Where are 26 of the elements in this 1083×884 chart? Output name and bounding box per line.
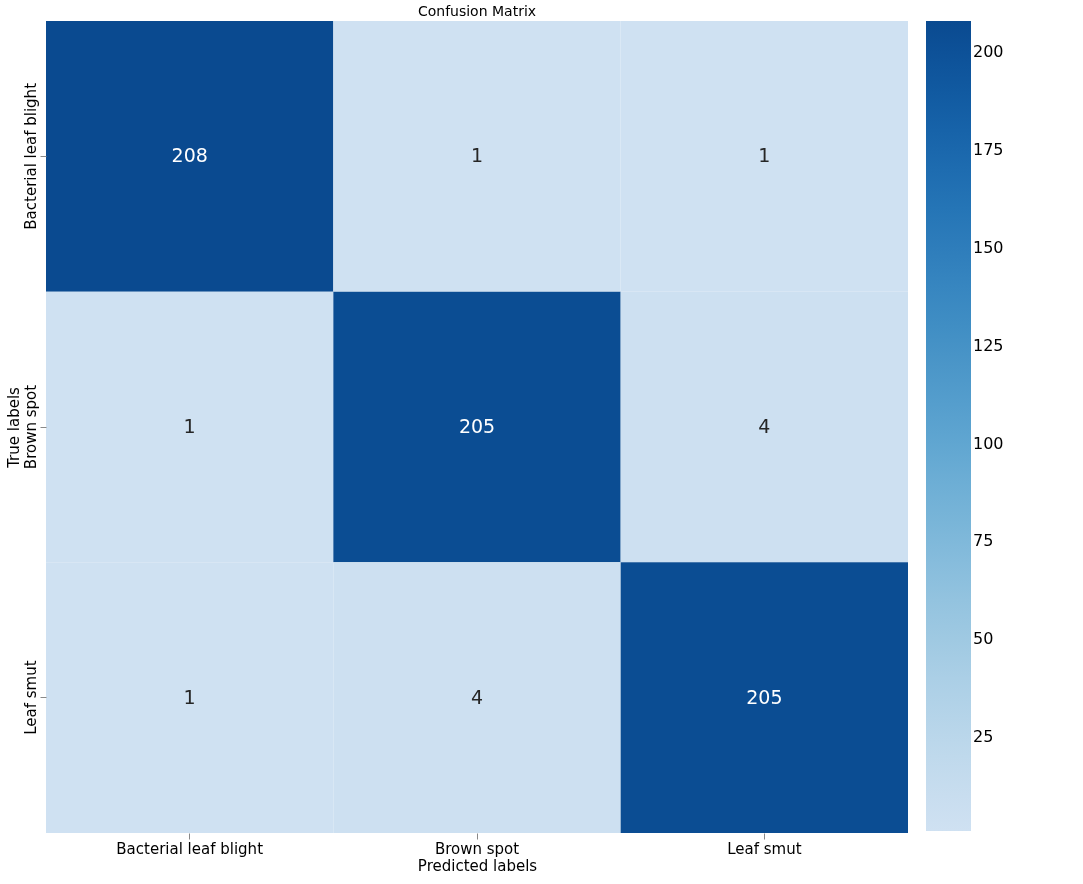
data-label: 205 [458, 415, 496, 437]
color-bar-label: 200 [973, 42, 1004, 62]
x-axis-title: Predicted labels [417, 856, 538, 875]
y-tick-label: Brown spot [21, 384, 40, 470]
data-label: 1 [183, 685, 196, 708]
data-label: 4 [758, 415, 771, 437]
color-bar-label: 75 [973, 531, 994, 551]
data-label: 1 [183, 415, 196, 437]
color-bar-label: 175 [973, 140, 1004, 160]
color-bar-label: 125 [973, 335, 1004, 355]
data-label: 1 [758, 144, 771, 167]
data-label: 1 [470, 144, 484, 167]
x-tick-label: Leaf smut [727, 839, 802, 858]
color-bar-label: 25 [973, 727, 994, 747]
y-axis-title: True labels [4, 386, 23, 469]
color-bar-label: 100 [973, 433, 1004, 453]
data-label: 4 [470, 685, 484, 708]
data-label: 205 [746, 685, 783, 708]
y-tick-label: Bacterial leaf blight [21, 82, 40, 230]
color-bar-label: 150 [973, 237, 1004, 257]
chart-title: Confusion Matrix [417, 3, 537, 19]
x-tick-label: Bacterial leaf blight [116, 839, 264, 858]
y-tick-label: Leaf smut [21, 660, 40, 735]
color-bar-label: 50 [973, 629, 994, 649]
x-tick-label: Brown spot [434, 839, 520, 858]
data-label: 208 [171, 144, 208, 167]
